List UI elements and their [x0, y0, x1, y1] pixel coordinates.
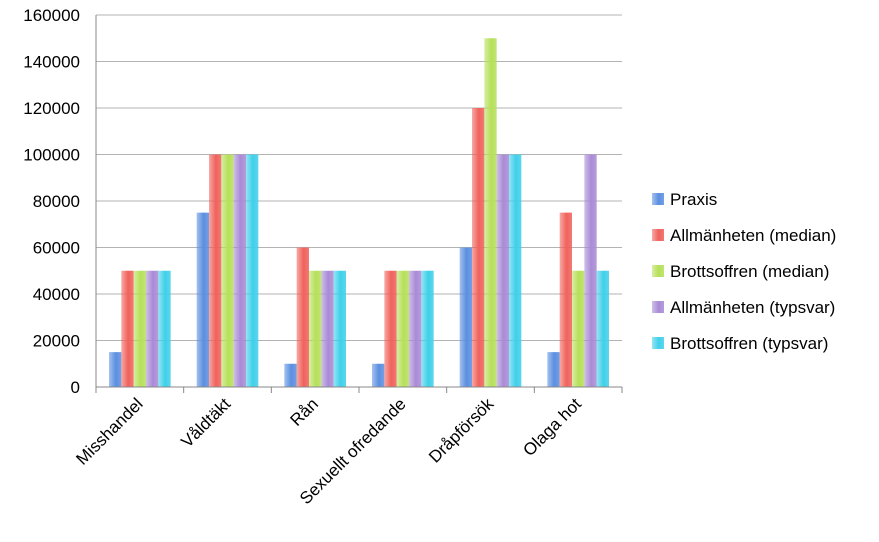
bar: [584, 154, 597, 387]
legend-label: Allmänheten (median): [670, 226, 836, 245]
bar: [496, 154, 509, 387]
bar: [309, 270, 322, 387]
y-tick-label: 120000: [23, 99, 80, 118]
bar: [409, 270, 422, 387]
bar: [572, 270, 585, 387]
bar: [158, 270, 171, 387]
bar: [133, 270, 146, 387]
bar: [321, 270, 334, 387]
bar: [296, 247, 309, 387]
legend: Praxis Allmänheten (median) Brottsoffren (…: [652, 190, 836, 353]
y-tick-label: 0: [71, 378, 80, 397]
bars: [109, 38, 609, 387]
gridlines: [96, 14, 622, 388]
y-tick-label: 60000: [33, 239, 80, 258]
legend-label: Praxis: [670, 190, 717, 209]
bar: [484, 38, 497, 387]
bar: [233, 154, 246, 387]
bar: [459, 247, 472, 387]
bar: [559, 212, 572, 387]
x-tick-label: Rån: [287, 394, 322, 429]
y-tick-label: 40000: [33, 285, 80, 304]
bar: [384, 270, 397, 387]
legend-label: Allmänheten (typsvar): [670, 298, 835, 317]
bar: [109, 352, 122, 387]
legend-swatch: [652, 265, 664, 277]
y-tick-label: 80000: [33, 192, 80, 211]
x-tick-label: Dråpförsök: [425, 394, 498, 467]
bar: [547, 352, 560, 387]
y-tick-label: 20000: [33, 332, 80, 351]
legend-swatch: [652, 301, 664, 313]
y-tick-label: 100000: [23, 146, 80, 165]
legend-swatch: [652, 229, 664, 241]
bar: [246, 154, 259, 387]
bar: [596, 270, 609, 387]
bar: [284, 363, 297, 387]
bar: [396, 270, 409, 387]
y-axis: 0 20000 40000 60000 80000 100000 120000 140000 1…: [23, 6, 97, 397]
legend-swatch: [652, 193, 664, 205]
bar: [209, 154, 222, 387]
bar: [509, 154, 522, 387]
bar: [421, 270, 434, 387]
bar: [121, 270, 134, 387]
legend-swatch: [652, 337, 664, 349]
y-tick-label: 160000: [23, 6, 80, 25]
bar: [472, 108, 485, 387]
bar: [333, 270, 346, 387]
bar: [372, 363, 385, 387]
bar: [196, 212, 209, 387]
legend-label: Brottsoffren (median): [670, 262, 829, 281]
y-tick-label: 140000: [23, 53, 80, 72]
x-tick-label: Våldtäkt: [177, 394, 234, 451]
x-tick-label: Olaga hot: [519, 394, 585, 460]
x-tick-label: Misshandel: [72, 394, 146, 468]
bar: [221, 154, 234, 387]
bar: [146, 270, 159, 387]
legend-label: Brottsoffren (typsvar): [670, 334, 828, 353]
